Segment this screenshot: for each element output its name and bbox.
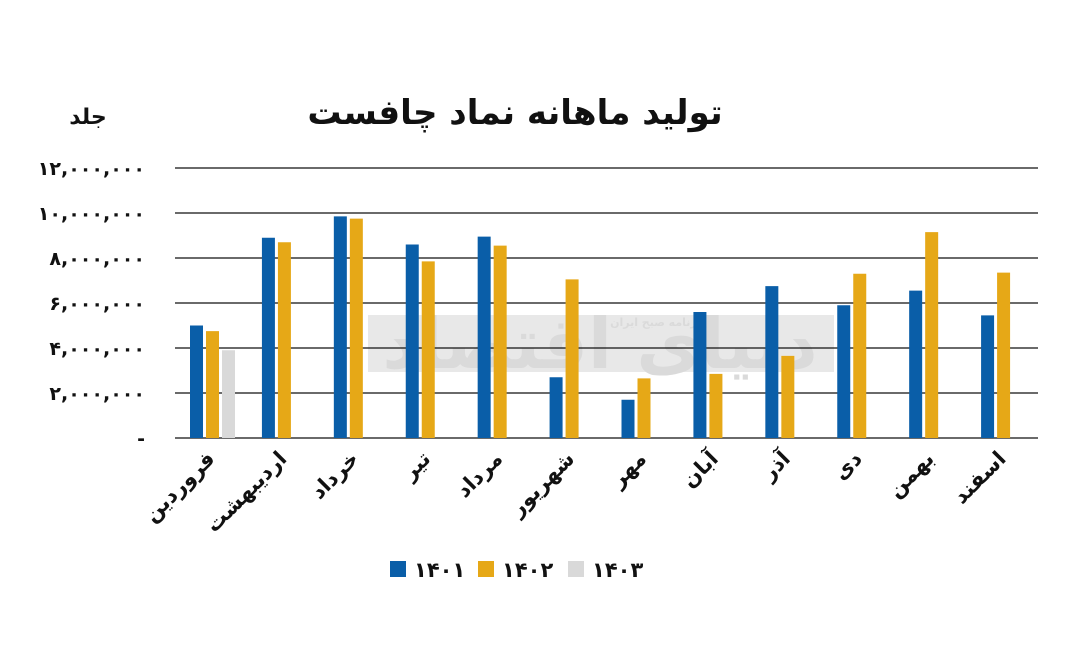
bar-series-1-5 bbox=[565, 279, 579, 438]
y-tick-label: ۱۰,۰۰۰,۰۰۰ bbox=[38, 203, 145, 225]
bar-series-1-6 bbox=[637, 378, 651, 438]
x-tick-label: مرداد bbox=[451, 447, 507, 503]
y-tick-label: ۱۲,۰۰۰,۰۰۰ bbox=[38, 158, 145, 180]
bar-series-0-9 bbox=[837, 305, 851, 438]
bar-series-1-1 bbox=[277, 242, 291, 438]
watermark-subtext: روزنامه صبح ایران bbox=[610, 316, 710, 329]
bar-series-0-5 bbox=[549, 377, 563, 438]
bar-series-1-8 bbox=[781, 355, 795, 438]
bar-series-0-0 bbox=[190, 325, 203, 438]
bar-series-0-4 bbox=[477, 236, 491, 438]
bar-series-2-0 bbox=[222, 350, 235, 438]
legend: ۱۴۰۱ ۱۴۰۲ ۱۴۰۳ bbox=[390, 558, 643, 582]
y-axis-ticks: - ۲,۰۰۰,۰۰۰ ۴,۰۰۰,۰۰۰ ۶,۰۰۰,۰۰۰ ۸,۰۰۰,۰۰۰ ۱۰,… bbox=[38, 158, 145, 450]
bar-series-0-3 bbox=[405, 244, 419, 438]
x-tick-label: خرداد bbox=[306, 447, 363, 504]
y-tick-label: ۲,۰۰۰,۰۰۰ bbox=[49, 383, 145, 405]
bar-series-0-1 bbox=[261, 237, 275, 438]
x-tick-label: آذر bbox=[755, 445, 795, 485]
legend-label: ۱۴۰۲ bbox=[502, 558, 553, 582]
legend-swatch bbox=[568, 561, 584, 577]
bar-series-1-9 bbox=[853, 273, 867, 438]
y-tick-label: ۶,۰۰۰,۰۰۰ bbox=[49, 293, 145, 315]
bar-series-1-10 bbox=[925, 232, 939, 438]
y-axis-unit-label: جلد bbox=[69, 105, 107, 130]
legend-label: ۱۴۰۱ bbox=[414, 558, 465, 582]
y-tick-label: ۸,۰۰۰,۰۰۰ bbox=[49, 248, 145, 270]
bar-series-1-11 bbox=[997, 272, 1011, 438]
watermark: دنیای اقتصاد روزنامه صبح ایران bbox=[368, 303, 834, 385]
chart-title: تولید ماهانه نماد چافست bbox=[307, 93, 722, 133]
bar-series-0-6 bbox=[621, 399, 635, 438]
bar-series-0-8 bbox=[765, 286, 779, 438]
watermark-text: دنیای اقتصاد bbox=[382, 303, 817, 385]
x-tick-label: دی bbox=[829, 446, 867, 484]
x-tick-label: تیر bbox=[397, 447, 436, 486]
x-tick-label: اسفند bbox=[949, 447, 1011, 509]
bar-series-0-11 bbox=[981, 315, 995, 438]
bar-series-1-0 bbox=[206, 331, 219, 438]
bar-series-0-7 bbox=[693, 312, 707, 438]
legend-label: ۱۴۰۳ bbox=[592, 558, 643, 582]
bar-series-1-3 bbox=[421, 261, 435, 438]
x-tick-label: شهریور bbox=[504, 447, 579, 522]
bars bbox=[190, 216, 1011, 438]
bar-series-1-4 bbox=[493, 245, 507, 438]
bar-series-1-7 bbox=[709, 373, 723, 438]
bar-series-1-2 bbox=[349, 218, 363, 438]
x-tick-label: بهمن bbox=[883, 447, 939, 503]
y-tick-label: - bbox=[137, 428, 145, 450]
watermark-band bbox=[368, 315, 834, 372]
x-tick-label: مهر bbox=[605, 447, 651, 493]
legend-swatch bbox=[478, 561, 494, 577]
bar-series-0-10 bbox=[909, 290, 923, 438]
gridlines bbox=[175, 167, 1038, 439]
x-tick-label: آبان bbox=[676, 445, 723, 492]
bar-series-0-2 bbox=[333, 216, 347, 438]
legend-swatch bbox=[390, 561, 406, 577]
y-tick-label: ۴,۰۰۰,۰۰۰ bbox=[49, 338, 145, 360]
